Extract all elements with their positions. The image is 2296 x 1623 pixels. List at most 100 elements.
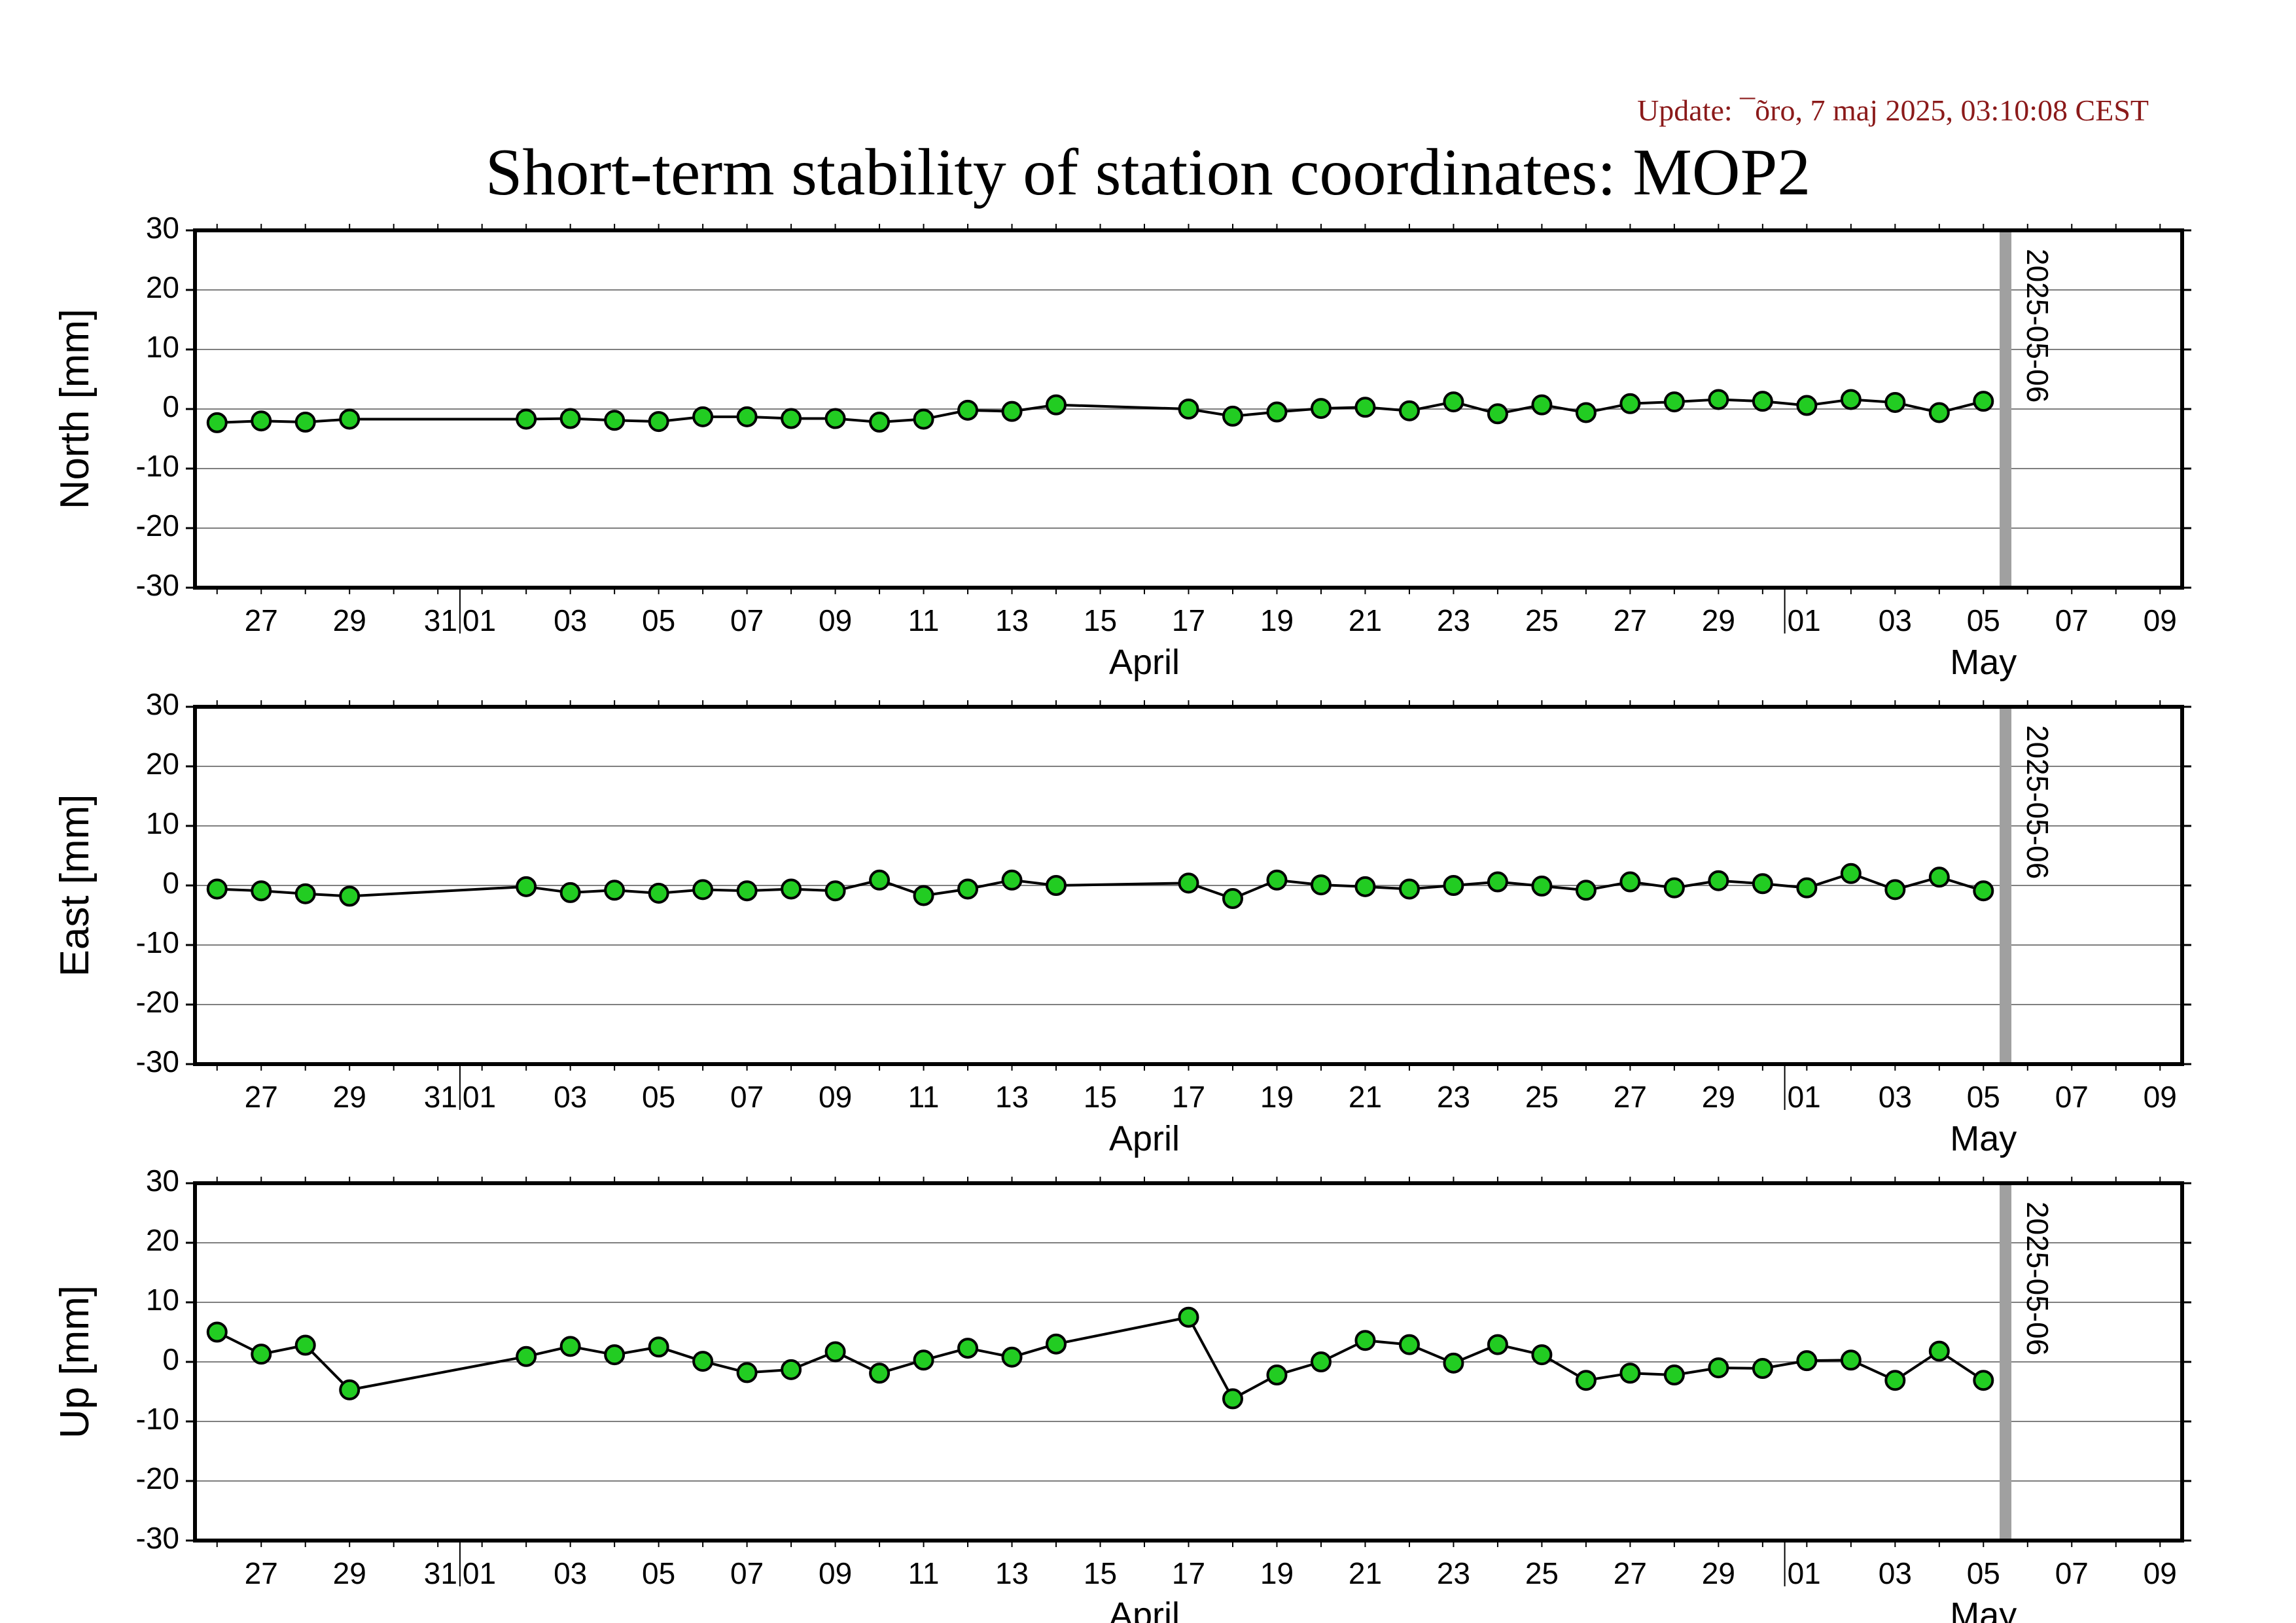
y-tick-label: 10 — [146, 1283, 179, 1317]
data-point — [957, 399, 979, 421]
x-tick-label: 25 — [1525, 1080, 1559, 1114]
data-point — [1884, 1370, 1906, 1391]
x-tick-label: 07 — [730, 1080, 764, 1114]
data-point — [251, 410, 272, 432]
data-point — [294, 412, 316, 433]
current-day-bar — [2000, 707, 2012, 1064]
chart-title: Short-term stability of station coordina… — [485, 135, 1811, 209]
x-tick-label: 01 — [463, 1556, 496, 1590]
data-point — [1443, 875, 1464, 896]
y-tick-label: -20 — [136, 985, 179, 1019]
data-point — [1354, 1330, 1376, 1351]
x-tick-label: 19 — [1260, 1080, 1294, 1114]
data-point — [1310, 398, 1332, 419]
x-tick-label: 29 — [333, 603, 366, 637]
x-tick-label: 11 — [908, 1080, 940, 1114]
x-tick-label: 29 — [333, 1556, 366, 1590]
data-point — [1884, 879, 1906, 901]
data-point — [251, 1344, 272, 1365]
x-tick-label: 15 — [1084, 603, 1117, 637]
x-tick-label: 05 — [642, 603, 675, 637]
data-point — [1973, 391, 1994, 412]
x-tick-label: 01 — [1788, 603, 1821, 637]
y-tick-label: 10 — [146, 330, 179, 364]
x-tick-label: 07 — [2055, 1556, 2089, 1590]
data-point — [913, 408, 934, 430]
data-point — [781, 408, 802, 429]
x-tick-label: 27 — [1614, 1556, 1647, 1590]
y-tick-label: 20 — [146, 270, 179, 304]
x-tick-label: 05 — [642, 1556, 675, 1590]
data-point — [604, 880, 626, 901]
current-day-bar — [2000, 230, 2012, 588]
data-point — [206, 412, 228, 433]
x-tick-label: 25 — [1525, 1556, 1559, 1590]
y-tick-label: -30 — [136, 1044, 179, 1079]
x-tick-label: 03 — [1879, 1080, 1912, 1114]
y-tick-label: 30 — [146, 211, 179, 245]
x-tick-label: 07 — [2055, 1080, 2089, 1114]
data-point — [692, 879, 714, 901]
data-point — [1046, 394, 1067, 416]
data-point — [1266, 869, 1288, 891]
x-tick-label: 23 — [1437, 1080, 1470, 1114]
data-point — [736, 406, 758, 427]
data-point — [824, 408, 846, 429]
data-point — [1354, 397, 1376, 418]
data-point — [339, 1379, 361, 1400]
data-point — [1575, 402, 1597, 423]
data-point — [1222, 405, 1243, 427]
x-tick-label: 19 — [1260, 603, 1294, 637]
x-tick-label: 11 — [908, 1556, 940, 1590]
x-month-label: May — [1950, 1596, 2017, 1623]
x-tick-label: 17 — [1172, 603, 1205, 637]
data-point — [781, 878, 802, 900]
data-point — [648, 882, 669, 904]
data-point — [1796, 1350, 1818, 1372]
data-point — [1398, 878, 1420, 900]
y-tick-label: -20 — [136, 1461, 179, 1495]
data-point — [1619, 871, 1641, 893]
x-tick-label: 17 — [1172, 1556, 1205, 1590]
data-point — [1708, 1357, 1729, 1379]
data-point — [957, 878, 979, 900]
data-point — [648, 411, 669, 433]
data-point — [1266, 401, 1288, 423]
x-tick-label: 29 — [1702, 1556, 1735, 1590]
x-tick-label: 07 — [730, 603, 764, 637]
data-point — [824, 880, 846, 902]
data-point — [869, 412, 891, 433]
x-tick-label: 05 — [1967, 1556, 2000, 1590]
data-point — [1663, 391, 1685, 413]
data-point — [1708, 389, 1729, 410]
data-point — [1398, 1334, 1420, 1355]
data-point — [206, 1321, 228, 1343]
data-point — [559, 408, 581, 429]
data-point — [1928, 866, 1950, 888]
data-point — [1796, 395, 1818, 416]
data-point — [559, 882, 581, 903]
y-tick-label: -10 — [136, 925, 179, 959]
x-tick-label: 21 — [1349, 1556, 1382, 1590]
data-point — [1046, 875, 1067, 896]
x-tick-label: 21 — [1349, 603, 1382, 637]
x-tick-label: 09 — [2144, 603, 2177, 637]
data-point — [1884, 391, 1906, 413]
y-axis-label: Up [mm] — [52, 1285, 97, 1438]
x-tick-label: 31 — [424, 1080, 457, 1114]
data-point — [869, 1363, 891, 1384]
x-tick-label: 27 — [245, 603, 278, 637]
data-point — [1001, 401, 1023, 422]
data-point — [1663, 877, 1685, 899]
x-tick-label: 01 — [463, 1080, 496, 1114]
data-point — [1178, 872, 1199, 894]
data-point — [1046, 1333, 1067, 1355]
data-point — [1575, 880, 1597, 901]
y-tick-label: 0 — [162, 389, 179, 423]
data-point — [1487, 871, 1508, 893]
data-point — [1354, 876, 1376, 897]
data-point — [1575, 1370, 1597, 1391]
data-point — [1001, 869, 1023, 891]
data-point — [339, 408, 361, 430]
